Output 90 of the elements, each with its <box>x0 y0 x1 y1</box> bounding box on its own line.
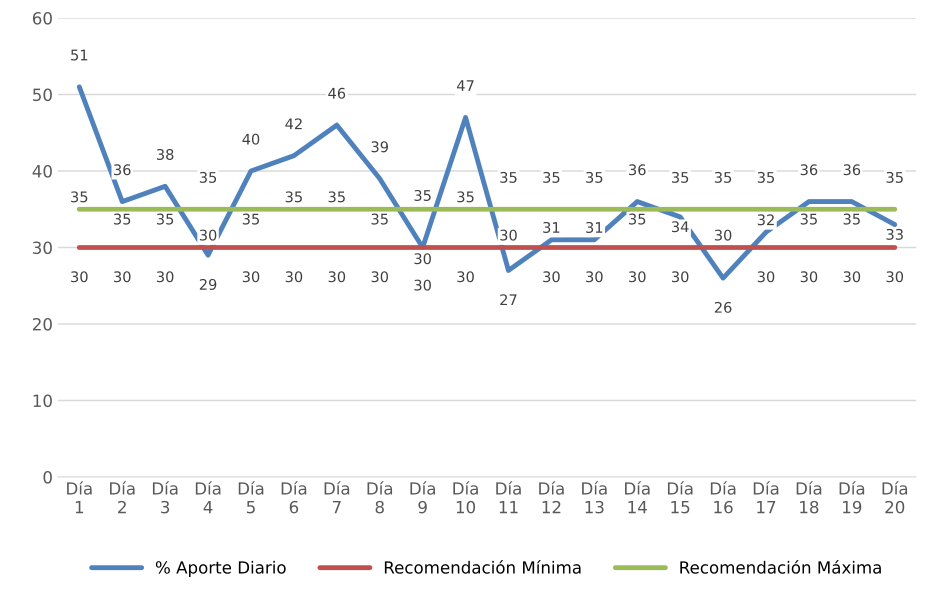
x-tick-label: Día 16 <box>710 481 736 514</box>
data-label: 31 <box>543 222 560 233</box>
data-label: 27 <box>500 294 517 306</box>
data-label: 42 <box>285 118 302 130</box>
data-label: 30 <box>844 271 860 282</box>
data-label: 35 <box>114 214 130 225</box>
x-tick-label: Día 15 <box>668 481 692 514</box>
data-label: 38 <box>156 148 174 160</box>
x-tick-label: Día 2 <box>110 481 135 514</box>
data-label: 34 <box>672 221 689 232</box>
data-label: 35 <box>629 214 646 225</box>
data-label: 40 <box>242 134 260 145</box>
x-tick-label: Día 9 <box>410 481 435 514</box>
y-tick-label: 20 <box>33 318 52 331</box>
data-label: 35 <box>844 214 860 225</box>
data-label: 35 <box>414 190 431 201</box>
data-label: 30 <box>758 271 774 282</box>
data-label: 35 <box>328 191 345 202</box>
data-label: 30 <box>672 271 688 282</box>
x-tick-label: Día 18 <box>796 481 822 514</box>
data-label: 30 <box>156 271 174 282</box>
x-tick-label: Día 13 <box>582 481 607 514</box>
data-label: 35 <box>758 172 774 183</box>
data-label: 30 <box>800 271 818 282</box>
x-tick-label: Día 6 <box>282 481 306 514</box>
data-label: 35 <box>886 172 903 183</box>
data-label: 30 <box>886 271 904 282</box>
data-label: 30 <box>714 230 732 241</box>
data-label: 30 <box>414 253 431 264</box>
data-label: 46 <box>328 88 346 99</box>
y-tick-label: 50 <box>33 88 52 102</box>
legend-label: Recomendación Máxima <box>680 560 881 574</box>
data-label: 30 <box>71 271 88 282</box>
x-tick-label: Día 12 <box>539 481 564 514</box>
y-tick-label: 30 <box>33 241 52 254</box>
y-tick-label: 0 <box>43 470 52 484</box>
data-label: 30 <box>286 271 302 282</box>
data-label: 36 <box>114 164 131 176</box>
data-label: 33 <box>886 228 903 240</box>
data-label: 35 <box>800 214 817 225</box>
data-label: 36 <box>800 164 818 176</box>
data-label: 30 <box>200 230 216 241</box>
x-tick-label: Día 14 <box>625 481 650 514</box>
data-label: 30 <box>457 271 474 282</box>
x-tick-label: Día 1 <box>67 481 92 514</box>
x-tick-label: Día 17 <box>754 481 778 514</box>
data-label: 35 <box>156 214 174 225</box>
data-label: 26 <box>714 302 732 313</box>
data-label: 39 <box>372 141 388 152</box>
x-tick-label: Día 4 <box>196 481 220 514</box>
data-label: 32 <box>758 214 774 226</box>
data-label: 30 <box>114 271 131 282</box>
data-label: 31 <box>586 222 602 233</box>
legend-label: Recomendación Mínima <box>384 560 581 574</box>
data-label: 35 <box>242 214 259 225</box>
x-tick-label: Día 11 <box>496 481 521 514</box>
y-tick-label: 40 <box>32 164 52 178</box>
data-label: 30 <box>500 230 517 241</box>
data-label: 29 <box>200 278 216 290</box>
data-label: 36 <box>629 164 646 176</box>
data-label: 35 <box>457 191 474 202</box>
data-label: 30 <box>629 271 646 282</box>
data-label: 35 <box>372 214 388 225</box>
x-tick-label: Día 8 <box>368 481 392 514</box>
legend-label: % Aporte Diario <box>156 560 286 577</box>
x-tick-label: Día 5 <box>238 481 264 514</box>
x-tick-label: Día 20 <box>882 481 908 514</box>
data-label: 36 <box>844 164 860 176</box>
data-label: 30 <box>414 280 431 291</box>
data-label: 35 <box>200 172 216 183</box>
data-label: 35 <box>672 172 688 183</box>
data-label: 30 <box>242 271 260 282</box>
data-label: 30 <box>543 271 560 282</box>
y-tick-label: 60 <box>32 12 52 25</box>
data-label: 30 <box>372 271 388 282</box>
data-label: 30 <box>586 271 603 282</box>
data-label: 35 <box>500 172 516 183</box>
x-tick-label: Día 10 <box>453 481 478 514</box>
data-label: 35 <box>543 172 560 183</box>
data-label: 35 <box>586 172 602 183</box>
x-tick-label: Día 3 <box>152 481 178 514</box>
data-label: 35 <box>286 191 302 202</box>
x-tick-label: Día 7 <box>324 481 350 514</box>
data-label: 51 <box>71 50 88 61</box>
data-label: 30 <box>328 271 346 282</box>
data-label: 35 <box>714 172 732 183</box>
data-label: 47 <box>457 80 474 91</box>
y-tick-label: 10 <box>34 394 52 408</box>
x-tick-label: Día 19 <box>840 481 864 514</box>
data-label: 35 <box>71 191 88 202</box>
